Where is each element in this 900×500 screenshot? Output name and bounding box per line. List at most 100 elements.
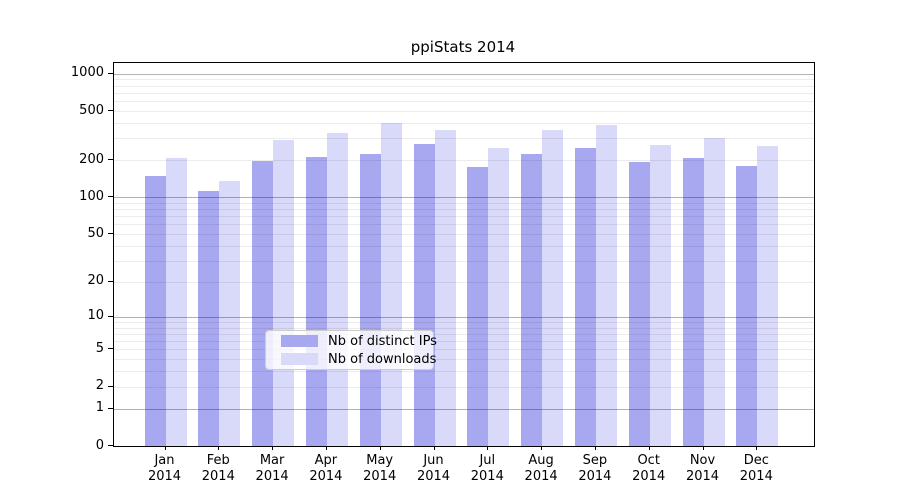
bar-nov-downloads [703, 138, 725, 446]
bar-dec-distinct-ips [736, 166, 758, 446]
gridline-minor-500 [114, 111, 814, 112]
bar-aug-downloads [542, 130, 564, 446]
xtick-mark-nov [702, 446, 704, 450]
legend-label-distinct-ips: Nb of distinct IPs [328, 333, 437, 349]
gridline-major-100 [114, 197, 814, 199]
bar-may-distinct-ips [359, 154, 381, 446]
xtick-label-sep: Sep 2014 [578, 453, 612, 484]
ytick-mark-200 [108, 159, 113, 161]
gridline-minor-800 [114, 85, 814, 87]
plot-area [113, 62, 815, 447]
bar-jun-distinct-ips [413, 144, 435, 446]
ytick-mark-0 [108, 445, 113, 446]
gridline-minor-6 [114, 341, 814, 343]
ytick-label-20: 20 [87, 273, 104, 289]
bar-feb-downloads [219, 180, 241, 446]
ytick-label-50: 50 [87, 225, 104, 241]
xtick-label-jan: Jan 2014 [147, 453, 182, 484]
gridline-minor-30 [114, 260, 814, 262]
gridline-minor-4 [114, 359, 814, 361]
bar-jan-downloads [165, 158, 187, 446]
xtick-mark-may [379, 446, 381, 450]
gridline-minor-90 [114, 202, 814, 204]
gridline-minor-40 [114, 245, 814, 247]
ytick-label-0: 0 [95, 437, 104, 453]
xtick-label-jul: Jul 2014 [470, 453, 504, 484]
xtick-label-dec: Dec 2014 [739, 453, 773, 484]
bar-apr-distinct-ips [305, 156, 327, 446]
xtick-mark-jun [433, 446, 435, 450]
ytick-mark-500 [108, 110, 113, 111]
gridline-major-1000 [114, 73, 814, 75]
ytick-mark-20 [108, 280, 113, 282]
bar-jul-downloads [488, 148, 510, 446]
bar-sep-distinct-ips [574, 148, 596, 446]
ytick-label-5: 5 [95, 340, 104, 356]
ytick-mark-5 [108, 348, 113, 350]
bar-nov-distinct-ips [682, 158, 704, 446]
bar-sep-downloads [595, 125, 617, 446]
xtick-label-mar: Mar 2014 [255, 453, 289, 484]
gridline-minor-700 [114, 92, 814, 94]
gridline-minor-20 [114, 281, 814, 283]
xtick-mark-mar [272, 446, 274, 450]
ytick-mark-10 [108, 315, 113, 317]
gridline-minor-300 [114, 138, 814, 140]
xtick-mark-feb [218, 446, 220, 450]
chart-title: ppiStats 2014 [410, 38, 516, 56]
gridline-minor-200 [114, 160, 814, 162]
gridline-minor-5 [114, 349, 814, 351]
ytick-mark-2 [108, 385, 113, 387]
bar-mar-distinct-ips [252, 160, 274, 446]
gridline-minor-8 [114, 327, 814, 329]
legend: Nb of distinct IPs Nb of downloads [265, 330, 437, 370]
gridline-minor-9 [114, 321, 814, 323]
ytick-label-10: 10 [87, 308, 104, 324]
ytick-label-1: 1 [95, 400, 104, 416]
bar-oct-distinct-ips [628, 161, 650, 446]
bar-jul-distinct-ips [467, 167, 489, 446]
bar-jan-distinct-ips [144, 175, 166, 446]
gridline-minor-3 [114, 371, 814, 373]
bar-may-downloads [380, 123, 402, 446]
legend-label-downloads: Nb of downloads [328, 351, 437, 367]
gridline-minor-80 [114, 209, 814, 211]
ytick-mark-50 [108, 233, 113, 235]
legend-row-downloads: Nb of downloads [266, 351, 437, 367]
gridline-minor-50 [114, 234, 814, 236]
gridline-minor-400 [114, 123, 814, 124]
gridline-minor-7 [114, 333, 814, 335]
xtick-mark-sep [594, 446, 596, 450]
bar-feb-distinct-ips [198, 190, 220, 446]
ytick-label-100: 100 [79, 188, 104, 204]
bar-aug-distinct-ips [521, 154, 543, 446]
legend-swatch-distinct-ips [281, 335, 318, 347]
gridline-minor-60 [114, 224, 814, 226]
bar-dec-downloads [757, 145, 779, 446]
xtick-label-aug: Aug 2014 [524, 453, 558, 484]
bar-jun-downloads [434, 129, 456, 446]
ytick-label-2: 2 [95, 378, 104, 394]
bar-mar-downloads [273, 139, 295, 446]
gridline-minor-2 [114, 386, 814, 388]
ytick-mark-100 [108, 196, 113, 198]
ytick-mark-1 [108, 407, 113, 409]
gridline-major-10 [114, 316, 814, 318]
xtick-label-jun: Jun 2014 [416, 453, 451, 484]
xtick-label-oct: Oct 2014 [632, 453, 666, 484]
ytick-label-200: 200 [79, 151, 104, 167]
xtick-mark-jul [487, 446, 489, 450]
gridline-major-1 [114, 408, 814, 410]
xtick-label-may: May 2014 [363, 453, 397, 484]
legend-row-distinct-ips: Nb of distinct IPs [266, 334, 437, 349]
ytick-label-1000: 1000 [70, 65, 104, 81]
xtick-label-nov: Nov 2014 [685, 453, 720, 484]
xtick-mark-oct [648, 446, 650, 450]
xtick-mark-aug [541, 446, 543, 450]
xtick-mark-apr [325, 446, 327, 450]
xtick-label-apr: Apr 2014 [309, 453, 343, 484]
bar-oct-downloads [649, 144, 671, 446]
xtick-mark-jan [164, 446, 166, 450]
gridline-minor-70 [114, 216, 814, 218]
